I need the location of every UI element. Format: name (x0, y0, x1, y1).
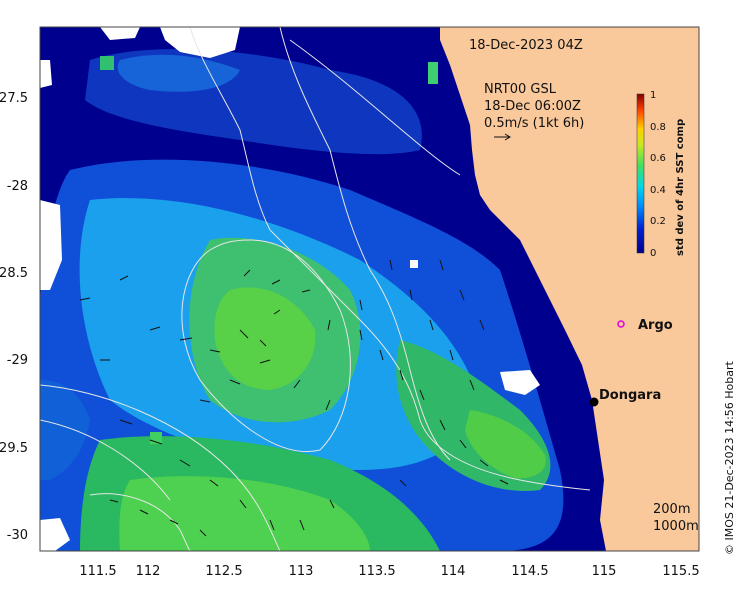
y-tick-label: 29.5 (0, 441, 28, 456)
x-tick-label: 115 (592, 564, 617, 579)
colorbar-tick-label: 0.4 (650, 185, 666, 196)
y-tick-label: -28 (7, 179, 28, 194)
x-tick-label: 112.5 (205, 564, 242, 579)
x-tick-label: 114.5 (511, 564, 548, 579)
dongara-marker (589, 397, 599, 407)
x-tick-label: 113.5 (358, 564, 395, 579)
place-label-dongara: Dongara (599, 388, 661, 403)
current-product: NRT00 GSL (484, 82, 557, 97)
y-axis: 27.5 -28 28.5 -29 29.5 -30 (0, 91, 28, 543)
contour-label-200m: 200m (653, 502, 690, 517)
colorbar-tick-label: 0.6 (650, 153, 666, 164)
sst-field (40, 49, 564, 551)
colorbar-tick-label: 0.2 (650, 216, 666, 227)
x-tick-label: 111.5 (79, 564, 116, 579)
x-axis: 111.5 112 112.5 113 113.5 114 114.5 115 … (79, 564, 699, 579)
colorbar-tick-label: 0.8 (650, 122, 666, 133)
arrow-scale: 0.5m/s (1kt 6h) (484, 116, 584, 131)
y-tick-label: 27.5 (0, 91, 28, 106)
bathymetry-contours (40, 27, 591, 551)
missing-data (40, 27, 540, 551)
argo-marker (617, 320, 625, 328)
colorbar: 0 0.2 0.4 0.6 0.8 1 std dev of 4hr SST c… (636, 90, 686, 259)
y-tick-label: -29 (7, 353, 28, 368)
y-tick-label: -30 (7, 528, 28, 543)
colorbar-title: std dev of 4hr SST comp (675, 119, 686, 256)
scale-arrow (494, 133, 511, 141)
current-arrows (79, 259, 509, 537)
colorbar-tick-label: 0 (650, 248, 656, 259)
x-tick-label: 115.5 (662, 564, 699, 579)
x-tick-label: 114 (441, 564, 466, 579)
plot-frame (39, 26, 700, 552)
y-tick-label: 28.5 (0, 266, 28, 281)
land (440, 27, 699, 551)
colorbar-gradient (636, 93, 645, 254)
current-time: 18-Dec 06:00Z (484, 99, 581, 114)
x-tick-label: 113 (289, 564, 314, 579)
x-tick-label: 112 (136, 564, 161, 579)
credit-text: © IMOS 21-Dec-2023 14:56 Hobart (723, 360, 736, 555)
contour-label-1000m: 1000m (653, 519, 699, 534)
colorbar-tick-label: 1 (650, 90, 656, 101)
place-label-argo: Argo (638, 318, 673, 333)
map-title: 18-Dec-2023 04Z (469, 38, 583, 53)
